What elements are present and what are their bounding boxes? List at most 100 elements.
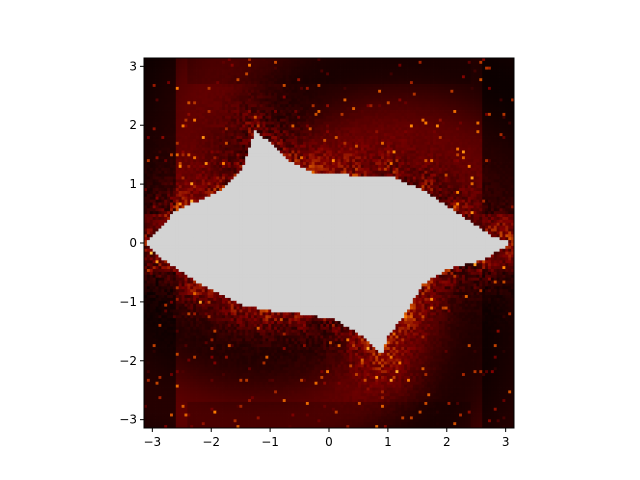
heatmap-cell bbox=[499, 60, 503, 65]
heatmap-cell bbox=[164, 127, 168, 131]
heatmap-cell bbox=[158, 78, 162, 82]
heatmap-cell bbox=[230, 153, 235, 157]
heatmap-cell bbox=[239, 78, 243, 82]
heatmap-cell bbox=[190, 60, 194, 65]
heatmap-cell bbox=[337, 156, 341, 160]
heatmap-cell bbox=[502, 136, 506, 140]
heatmap-cell bbox=[447, 121, 451, 125]
heatmap-cell bbox=[378, 133, 382, 137]
heatmap-cell bbox=[450, 78, 454, 82]
heatmap-cell bbox=[268, 112, 272, 117]
heatmap-cell bbox=[161, 58, 165, 62]
heatmap-cell bbox=[245, 78, 249, 82]
heatmap-cell bbox=[274, 167, 278, 172]
heatmap-cell bbox=[499, 69, 503, 73]
heatmap-cell bbox=[360, 86, 365, 91]
heatmap-cell bbox=[453, 107, 457, 111]
heatmap-cell bbox=[467, 95, 472, 99]
heatmap-cell bbox=[201, 72, 206, 76]
heatmap-cell bbox=[389, 112, 393, 117]
heatmap-cell bbox=[216, 150, 220, 154]
heatmap-cell bbox=[418, 156, 422, 160]
heatmap-cell bbox=[331, 153, 336, 157]
heatmap-cell bbox=[170, 89, 174, 94]
heatmap-cell bbox=[490, 156, 495, 160]
heatmap-cell bbox=[340, 58, 344, 62]
heatmap-cell bbox=[259, 89, 263, 94]
heatmap-cell bbox=[311, 81, 315, 85]
heatmap-cell bbox=[381, 127, 385, 131]
heatmap-cell bbox=[288, 147, 292, 151]
heatmap-cell bbox=[265, 66, 269, 70]
heatmap-cell bbox=[482, 66, 486, 70]
heatmap-cell bbox=[276, 130, 281, 134]
heatmap-cell bbox=[346, 130, 350, 134]
heatmap-cell bbox=[424, 147, 428, 151]
heatmap-cell bbox=[187, 147, 191, 151]
heatmap-cell bbox=[250, 63, 255, 68]
heatmap-cell bbox=[268, 69, 272, 73]
heatmap-cell bbox=[337, 101, 341, 105]
heatmap-cell bbox=[464, 95, 469, 99]
heatmap-cell bbox=[378, 104, 382, 108]
heatmap-cell bbox=[320, 121, 324, 125]
heatmap-cell bbox=[172, 124, 177, 128]
heatmap-cell bbox=[331, 150, 336, 154]
heatmap-cell bbox=[395, 121, 399, 125]
heatmap-cell bbox=[242, 60, 246, 65]
heatmap-cell bbox=[250, 141, 255, 146]
heatmap-cell bbox=[167, 98, 171, 102]
heatmap-cell bbox=[253, 115, 258, 120]
heatmap-cell bbox=[181, 98, 185, 102]
heatmap-cell bbox=[181, 141, 185, 146]
heatmap-cell bbox=[302, 115, 307, 120]
heatmap-cell bbox=[409, 162, 414, 166]
heatmap-cell bbox=[430, 115, 434, 120]
heatmap-cell bbox=[268, 156, 272, 160]
heatmap-cell bbox=[407, 66, 411, 70]
heatmap-cell bbox=[404, 130, 408, 134]
heatmap-cell bbox=[366, 60, 370, 65]
heatmap-cell bbox=[210, 86, 214, 91]
heatmap-cell bbox=[375, 153, 379, 157]
heatmap-cell bbox=[415, 164, 420, 169]
heatmap-cell bbox=[271, 75, 275, 79]
heatmap-cell bbox=[285, 104, 289, 108]
heatmap-cell bbox=[213, 124, 217, 128]
heatmap-cell bbox=[268, 164, 272, 169]
heatmap-cell bbox=[233, 78, 237, 82]
heatmap-cell bbox=[155, 127, 159, 131]
heatmap-cell bbox=[392, 107, 396, 111]
heatmap-cell bbox=[433, 98, 437, 102]
heatmap-cell bbox=[441, 60, 446, 65]
heatmap-cell bbox=[467, 153, 472, 157]
heatmap-cell bbox=[239, 115, 243, 120]
heatmap-cell bbox=[323, 107, 327, 111]
heatmap-cell bbox=[271, 86, 275, 91]
heatmap-cell bbox=[355, 147, 359, 151]
heatmap-cell bbox=[430, 118, 434, 122]
heatmap-cell bbox=[175, 75, 180, 79]
heatmap-cell bbox=[473, 86, 477, 91]
heatmap-cell bbox=[253, 86, 258, 91]
heatmap-cell bbox=[190, 95, 194, 99]
heatmap-cell bbox=[360, 69, 365, 73]
heatmap-cell bbox=[271, 58, 275, 62]
heatmap-cell bbox=[276, 69, 281, 73]
heatmap-cell bbox=[230, 89, 235, 94]
heatmap-cell bbox=[352, 138, 356, 143]
heatmap-cell bbox=[224, 118, 229, 122]
heatmap-cell bbox=[493, 144, 498, 149]
heatmap-cell bbox=[227, 98, 232, 102]
heatmap-cell bbox=[146, 84, 151, 88]
heatmap-cell bbox=[216, 136, 220, 140]
heatmap-cell bbox=[499, 164, 503, 169]
heatmap-cell bbox=[210, 89, 214, 94]
heatmap-cell bbox=[398, 162, 402, 166]
heatmap-cell bbox=[407, 69, 411, 73]
heatmap-cell bbox=[216, 95, 220, 99]
heatmap-cell bbox=[311, 162, 315, 166]
heatmap-cell bbox=[433, 164, 437, 169]
heatmap-cell bbox=[184, 121, 188, 125]
heatmap-cell bbox=[433, 124, 437, 128]
